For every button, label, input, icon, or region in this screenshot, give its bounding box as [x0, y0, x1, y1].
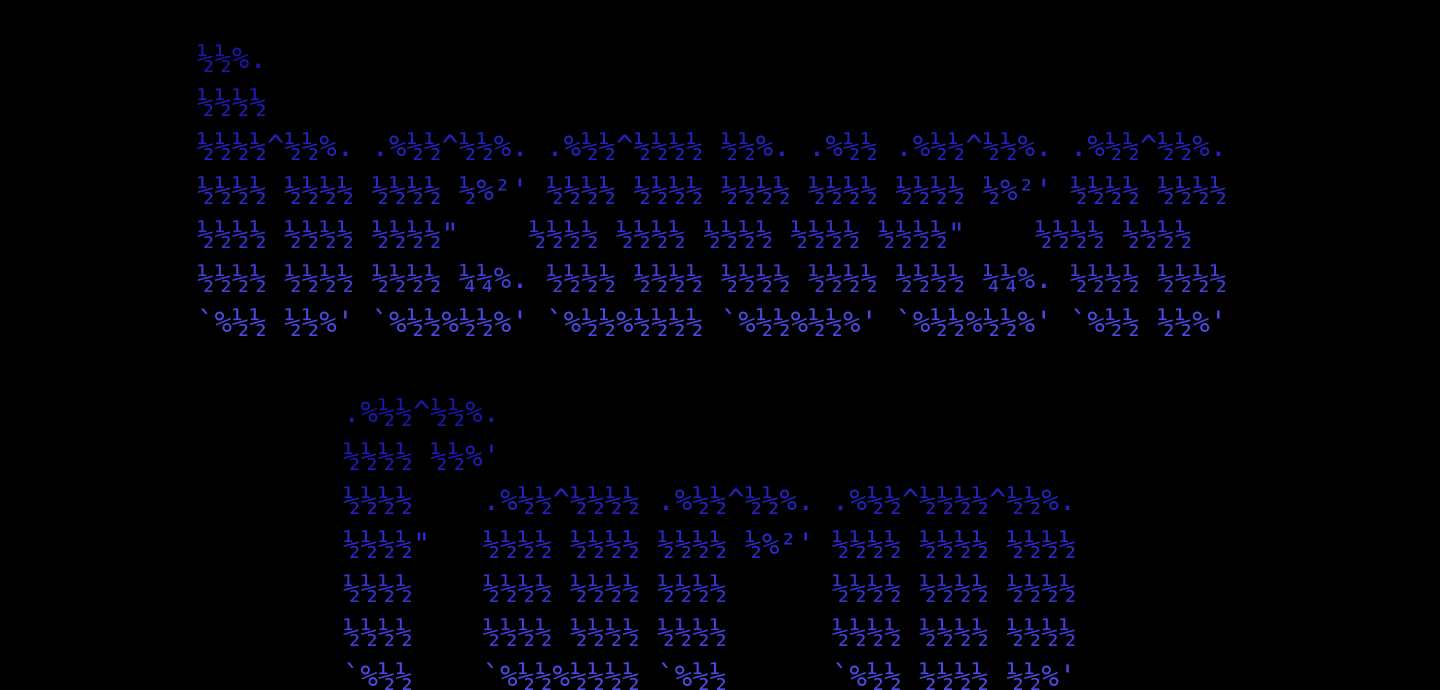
art-row: ½½½½ ½½½½ ½½½½ ¼¼%. ½½½½ ½½½½ ½½½½ ½½½½ … [197, 261, 1228, 295]
art-row: ½½%. [197, 41, 267, 75]
art-row: .%½½^½½%. [343, 395, 501, 429]
art-row: ½½½½ ½½½½ ½½½½ ½½½½ ½½½½ ½½½½ ½½½½ [343, 571, 1077, 605]
art-row: ½½½½ ½½%' [343, 439, 501, 473]
ascii-art-block: .%½½^½½%. ½½½½ ½½%' ½½½½ .%½½^½½½½ .%½½^½½… [343, 390, 1076, 690]
art-row: ½½½½ .%½½^½½½½ .%½½^½½%. .%½½^½½½½^½½%. [343, 483, 1077, 517]
art-row: ½½½½ [197, 85, 267, 119]
art-row: `%½½ `%½½%½½½½ `%½½ `%½½ ½½½½ ½½%' [343, 659, 1077, 690]
art-row: ½½½½^½½%. .%½½^½½%. .%½½^½½½½ ½½%. .%½½ … [197, 129, 1228, 163]
art-row: ½½½½ ½½½½ ½½½½ ½%²' ½½½½ ½½½½ ½½½½ ½½½½ … [197, 173, 1228, 207]
art-row: `%½½ ½½%' `%½½%½½%' `%½½%½½½½ `%½½%½½%' … [197, 305, 1228, 339]
art-row: ½½½½ ½½½½ ½½½½ ½½½½ ½½½½ ½½½½ ½½½½ [343, 615, 1077, 649]
art-row: ½½½½" ½½½½ ½½½½ ½½½½ ½%²' ½½½½ ½½½½ ½½½½ [343, 527, 1077, 561]
ascii-art-block: ½½%. ½½½½ ½½½½^½½%. .%½½^½½%. .%½½^½½½½ ½½… [197, 36, 1227, 344]
art-row: ½½½½ ½½½½ ½½½½" ½½½½ ½½½½ ½½½½ ½½½½ ½½½½… [197, 217, 1193, 251]
